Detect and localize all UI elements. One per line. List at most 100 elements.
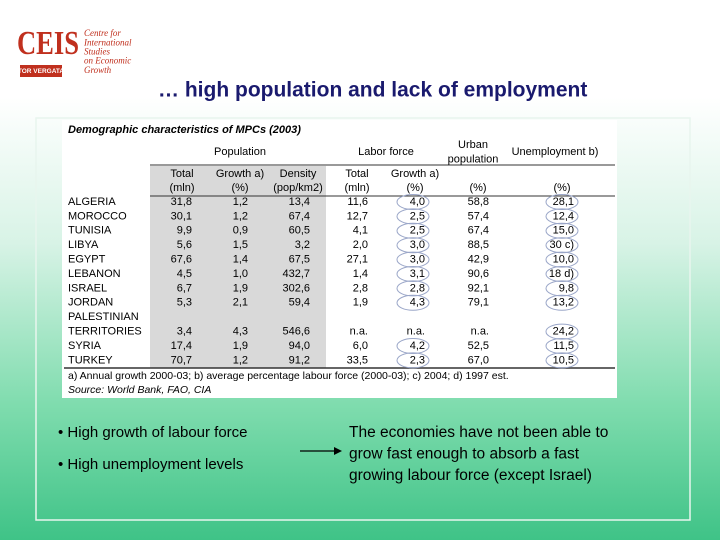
table-cell: 52,5 xyxy=(468,340,489,352)
row-label: JORDAN xyxy=(68,297,113,309)
highlight-oval xyxy=(545,208,579,225)
highlight-oval xyxy=(396,251,430,268)
table-cell: 5,6 xyxy=(177,239,192,251)
highlight-oval xyxy=(396,208,430,225)
table-cell: 67,4 xyxy=(468,225,489,237)
table-cell: 28,1 xyxy=(553,196,574,208)
table-cell: 2,5 xyxy=(410,225,425,237)
column-header: Growth a) xyxy=(216,168,264,180)
table-cell: 4,0 xyxy=(410,196,425,208)
table-cell: 4,5 xyxy=(177,268,192,280)
table-cell: 546,6 xyxy=(282,326,310,338)
conclusion-line: growing labour force (except Israel) xyxy=(349,467,592,484)
group-header: Labor force xyxy=(358,146,414,158)
table-cell: 3,0 xyxy=(410,254,425,266)
column-header: (mln) xyxy=(169,182,194,194)
highlight-oval xyxy=(545,352,579,369)
table-cell: 90,6 xyxy=(468,268,489,280)
table-cell: 67,4 xyxy=(289,210,310,222)
highlight-oval xyxy=(545,294,579,311)
conclusion-line: The economies have not been able to xyxy=(349,424,608,441)
slide-title: … high population and lack of employment xyxy=(158,79,587,102)
table-cell: 3,4 xyxy=(177,326,192,338)
group-header: population xyxy=(448,153,499,165)
table-cell: 4,1 xyxy=(353,225,368,237)
table-cell: 5,3 xyxy=(177,297,192,309)
table-cell: 0,9 xyxy=(233,225,248,237)
table-cell: 79,1 xyxy=(468,297,489,309)
highlight-oval xyxy=(545,338,579,354)
logo-bar xyxy=(20,65,62,77)
column-header: (%) xyxy=(231,182,248,194)
table-cell: 60,5 xyxy=(289,225,310,237)
highlight-oval xyxy=(396,194,430,210)
table-cell: 30 c) xyxy=(550,239,574,251)
highlight-oval xyxy=(545,237,579,254)
table-cell: 3,1 xyxy=(410,268,425,280)
table-cell: 42,9 xyxy=(468,254,489,266)
row-label: PALESTINIAN xyxy=(68,311,139,323)
table-cell: 17,4 xyxy=(171,340,192,352)
table-cell: 4,3 xyxy=(410,297,425,309)
table-cell: 302,6 xyxy=(282,282,310,294)
highlight-oval xyxy=(396,222,430,239)
row-label: MOROCCO xyxy=(68,210,127,222)
table-cell: 15,0 xyxy=(553,225,574,237)
table-cell: 59,4 xyxy=(289,297,310,309)
table-cell: 9,8 xyxy=(559,282,574,294)
table-cell: n.a. xyxy=(350,326,368,338)
row-label: ALGERIA xyxy=(68,196,116,208)
row-label: LEBANON xyxy=(68,268,121,280)
table-cell: 11,5 xyxy=(553,340,574,352)
table-cell: 18 d) xyxy=(549,268,574,280)
table-cell: 57,4 xyxy=(468,210,489,222)
column-header: Density xyxy=(280,168,317,180)
table-cell: 432,7 xyxy=(282,268,310,280)
table-cell: n.a. xyxy=(471,326,489,338)
highlight-oval xyxy=(545,251,579,268)
table-cell: 2,8 xyxy=(410,282,425,294)
table-cell: 1,4 xyxy=(353,268,368,280)
table-notes: a) Annual growth 2000-03; b) average per… xyxy=(68,370,509,382)
table-cell: 30,1 xyxy=(171,210,192,222)
column-header: (mln) xyxy=(344,182,369,194)
highlight-oval xyxy=(396,280,430,297)
highlight-oval xyxy=(396,352,430,369)
logo-subtitle: Growth xyxy=(84,65,112,75)
table-cell: 10,0 xyxy=(553,254,574,266)
table-cell: 1,0 xyxy=(233,268,248,280)
highlight-oval xyxy=(396,237,430,254)
bullet: • High unemployment levels xyxy=(58,456,243,473)
table-cell: 67,6 xyxy=(171,254,192,266)
table-cell: 91,2 xyxy=(289,354,310,366)
row-label: LIBYA xyxy=(68,239,99,251)
table-cell: 13,2 xyxy=(553,297,574,309)
table-cell: 4,2 xyxy=(410,340,425,352)
table-cell: 3,0 xyxy=(410,239,425,251)
row-label: TURKEY xyxy=(68,354,113,366)
highlight-oval xyxy=(396,338,430,354)
table-cell: 58,8 xyxy=(468,196,489,208)
group-header: Population xyxy=(214,146,266,158)
table-cell: n.a. xyxy=(407,326,425,338)
table-cell: 3,2 xyxy=(295,239,310,251)
table-cell: 10,5 xyxy=(553,354,574,366)
logo-subtitle: on Economic xyxy=(84,56,131,66)
table-shade xyxy=(150,166,326,368)
bullet: • High growth of labour force xyxy=(58,424,248,441)
table-cell: 1,9 xyxy=(233,340,248,352)
table-cell: 67,0 xyxy=(468,354,489,366)
table-cell: 94,0 xyxy=(289,340,310,352)
table-cell: 33,5 xyxy=(347,354,368,366)
table-cell: 1,2 xyxy=(233,354,248,366)
table-cell: 1,4 xyxy=(233,254,248,266)
table-cell: 31,8 xyxy=(171,196,192,208)
table-caption: Demographic characteristics of MPCs (200… xyxy=(68,124,301,136)
column-header: (%) xyxy=(406,182,423,194)
column-header: Growth a) xyxy=(391,168,439,180)
highlight-oval xyxy=(545,194,579,210)
table-cell: 12,4 xyxy=(553,210,574,222)
group-header: Urban xyxy=(458,139,488,151)
highlight-oval xyxy=(545,222,579,239)
